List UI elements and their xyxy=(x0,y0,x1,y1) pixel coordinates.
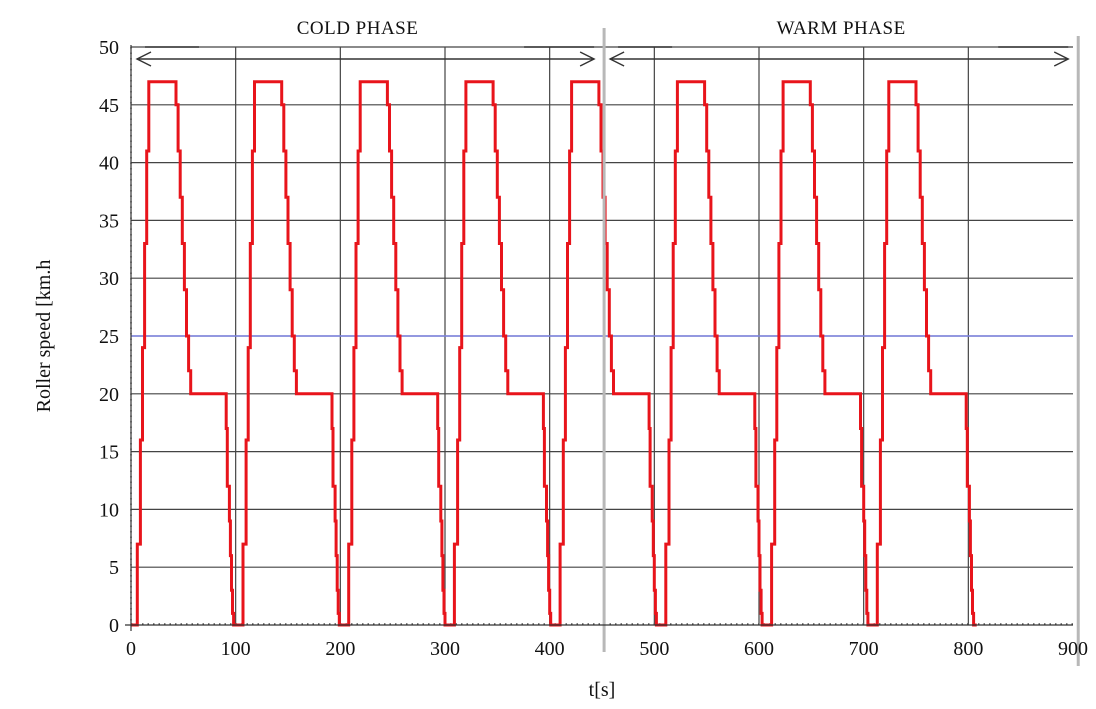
y-tick-label: 20 xyxy=(99,384,119,406)
y-tick-label: 50 xyxy=(99,37,119,59)
y-tick-label: 0 xyxy=(109,615,119,637)
x-tick-label: 0 xyxy=(126,638,136,660)
x-tick-label: 400 xyxy=(535,638,565,660)
axes xyxy=(125,45,1073,631)
x-tick-label: 900 xyxy=(1058,638,1088,660)
y-tick-label: 10 xyxy=(99,499,119,521)
y-tick-label: 5 xyxy=(109,557,119,579)
x-tick-label: 800 xyxy=(953,638,983,660)
y-tick-label: 15 xyxy=(99,442,119,464)
phase-label: WARM PHASE xyxy=(777,18,906,39)
y-tick-label: 30 xyxy=(99,268,119,290)
x-axis-title: t[s] xyxy=(589,679,616,701)
x-tick-label: 500 xyxy=(639,638,669,660)
phase-dividers xyxy=(602,28,1080,666)
phase-label: COLD PHASE xyxy=(297,18,419,39)
y-tick-label: 25 xyxy=(99,326,119,348)
x-tick-label: 600 xyxy=(744,638,774,660)
phase-arrow-head-left xyxy=(135,51,152,67)
phase-arrow-head-right xyxy=(579,51,596,67)
y-tick-label: 35 xyxy=(99,210,119,232)
x-tick-label: 300 xyxy=(430,638,460,660)
phase-labels: COLD PHASE WARM PHASE xyxy=(297,18,906,39)
y-tick-label: 40 xyxy=(99,153,119,175)
y-axis-title: Roller speed [km.h xyxy=(33,260,55,413)
y-tick-label: 45 xyxy=(99,95,119,117)
x-tick-label: 100 xyxy=(221,638,251,660)
phase-arrows xyxy=(135,46,1070,67)
x-tick-label: 200 xyxy=(325,638,355,660)
phase-arrow-head-left xyxy=(608,51,625,67)
phase-arrow-head-right xyxy=(1053,51,1070,67)
x-tick-label: 700 xyxy=(849,638,879,660)
